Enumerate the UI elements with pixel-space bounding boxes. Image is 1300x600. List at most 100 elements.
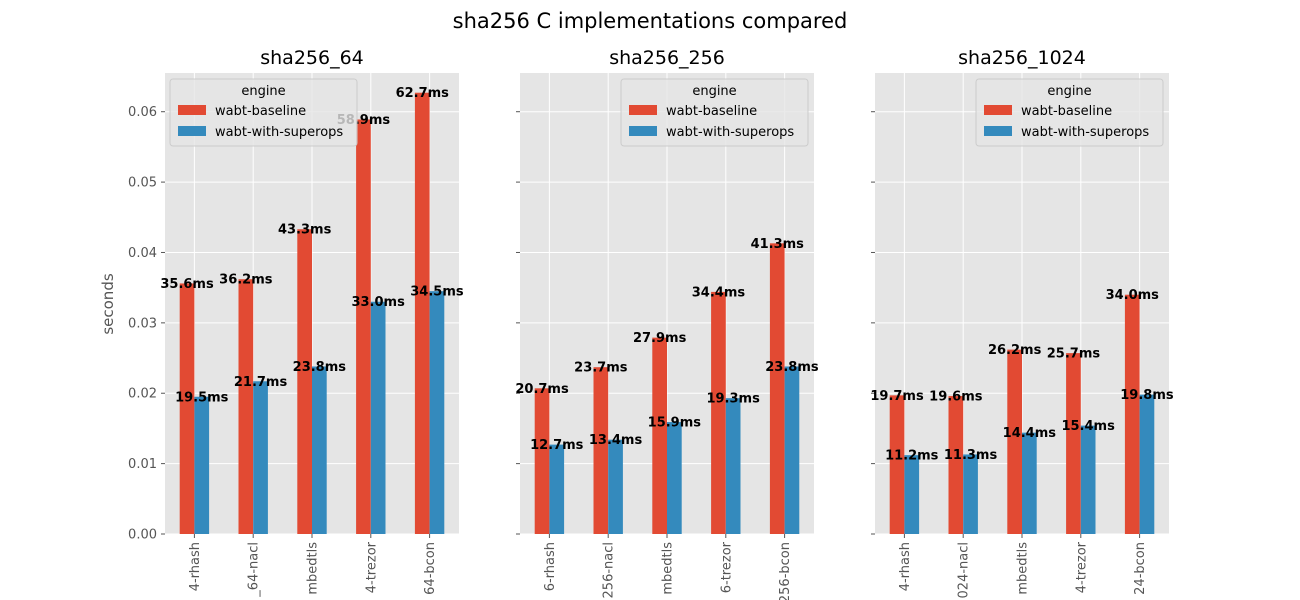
legend-box xyxy=(169,78,358,147)
chart-title: sha256 C implementations compared xyxy=(453,9,848,33)
x-tick-label: 4-rhash xyxy=(898,542,913,591)
bar-wabt-with-superops xyxy=(904,455,920,534)
legend-box xyxy=(975,78,1164,147)
data-label: 23.8ms xyxy=(293,360,347,375)
panel-sha256_1024: 4-rhash 024-nacl mbedtls 4-trezor 24-bcon 19.… xyxy=(870,47,1174,598)
legend-swatch xyxy=(629,105,657,115)
panel-title: sha256_64 xyxy=(260,47,364,69)
x-tick-label: 64-bcon xyxy=(423,542,438,595)
panel-title: sha256_256 xyxy=(609,47,725,69)
data-label: 27.9ms xyxy=(633,331,687,346)
x-tick-label: 024-nacl xyxy=(957,542,972,598)
data-label: 43.3ms xyxy=(278,223,332,238)
legend-entry: wabt-with-superops xyxy=(215,125,343,140)
legend: engine wabt-baseline wabt-with-superops xyxy=(975,78,1164,147)
y-tick-label: 0.04 xyxy=(128,246,157,261)
data-label: 35.6ms xyxy=(160,277,214,292)
bar-wabt-baseline xyxy=(948,396,964,534)
legend-entry: wabt-with-superops xyxy=(1021,125,1149,140)
y-tick-label: 0.00 xyxy=(128,528,157,543)
bar-wabt-baseline xyxy=(297,229,312,535)
data-label: 20.7ms xyxy=(515,382,569,397)
data-label: 15.4ms xyxy=(1061,419,1115,434)
data-label: 62.7ms xyxy=(396,86,450,101)
data-label: 19.3ms xyxy=(706,392,760,407)
bar-wabt-with-superops xyxy=(370,301,386,534)
data-label: 34.0ms xyxy=(1106,288,1160,303)
bar-wabt-with-superops xyxy=(1080,425,1096,534)
legend-swatch xyxy=(984,105,1012,115)
bar-wabt-with-superops xyxy=(725,398,741,534)
legend: engine wabt-baseline wabt-with-superops xyxy=(169,78,358,147)
bar-wabt-baseline xyxy=(1007,349,1022,534)
data-label: 23.8ms xyxy=(765,360,819,375)
x-tick-label: mbedtls xyxy=(306,542,321,595)
legend-swatch xyxy=(984,126,1012,136)
data-label: 25.7ms xyxy=(1047,347,1101,362)
bar-wabt-baseline xyxy=(356,119,371,535)
x-tick-label: 256-bcon xyxy=(778,542,793,600)
bar-wabt-with-superops xyxy=(963,454,978,534)
x-tick-label: mbedtls xyxy=(1016,542,1031,595)
bar-wabt-baseline xyxy=(652,337,667,534)
bar-wabt-baseline xyxy=(711,291,726,534)
bar-wabt-baseline xyxy=(534,388,550,534)
data-label: 21.7ms xyxy=(234,375,288,390)
y-tick-label: 0.01 xyxy=(128,457,157,472)
bar-wabt-with-superops xyxy=(194,396,210,534)
data-label: 19.7ms xyxy=(870,389,924,404)
data-label: 11.2ms xyxy=(885,449,939,464)
x-tick-label: _64-nacl xyxy=(247,542,262,598)
bar-wabt-baseline xyxy=(1066,353,1081,534)
y-tick-label: 0.05 xyxy=(128,176,157,191)
legend: engine wabt-baseline wabt-with-superops xyxy=(620,78,809,147)
y-tick-label: 0.03 xyxy=(128,316,157,331)
panel-sha256_64: 0.00 0.01 0.02 0.03 0.04 0.05 0.06 4-rhash _64-n… xyxy=(128,47,464,598)
legend-swatch xyxy=(178,105,206,115)
bar-wabt-baseline xyxy=(769,243,785,534)
bar-wabt-with-superops xyxy=(429,291,445,534)
legend-swatch xyxy=(629,126,657,136)
data-label: 36.2ms xyxy=(219,273,273,288)
legend-entry: wabt-baseline xyxy=(666,104,757,119)
x-tick-label: 6-rhash xyxy=(543,542,558,591)
data-label: 34.5ms xyxy=(410,285,464,300)
y-tick-label: 0.06 xyxy=(128,105,157,120)
data-label: 26.2ms xyxy=(988,343,1042,358)
x-tick-label: 6-trezor xyxy=(719,541,734,593)
data-label: 19.8ms xyxy=(1120,388,1174,403)
data-label: 19.6ms xyxy=(929,390,983,405)
data-label: 34.4ms xyxy=(692,285,746,300)
bar-wabt-baseline xyxy=(889,395,905,534)
bar-wabt-baseline xyxy=(179,283,195,534)
data-label: 23.7ms xyxy=(574,361,628,376)
bar-wabt-with-superops xyxy=(312,366,327,534)
data-label: 33.0ms xyxy=(351,295,405,310)
legend-entry: wabt-with-superops xyxy=(666,125,794,140)
panel-sha256_256: 6-rhash 256-nacl mbedtls 6-trezor 256-bcon 20… xyxy=(515,47,819,600)
bar-wabt-baseline xyxy=(593,367,609,534)
data-label: 12.7ms xyxy=(530,438,584,453)
legend-entry: wabt-baseline xyxy=(215,104,306,119)
data-label: 19.5ms xyxy=(175,390,229,405)
x-tick-label: 256-nacl xyxy=(602,542,617,598)
bar-wabt-with-superops xyxy=(1139,394,1155,534)
x-tick-label: mbedtls xyxy=(661,542,676,595)
bar-wabt-with-superops xyxy=(784,366,800,534)
panels-group: 0.00 0.01 0.02 0.03 0.04 0.05 0.06 4-rhash _64-n… xyxy=(128,47,1174,600)
x-tick-label: 4-rhash xyxy=(188,542,203,591)
data-label: 11.3ms xyxy=(944,448,998,463)
data-label: 14.4ms xyxy=(1003,426,1057,441)
bar-wabt-baseline xyxy=(238,279,254,534)
bar-wabt-with-superops xyxy=(608,439,623,534)
panel-title: sha256_1024 xyxy=(958,47,1086,69)
legend-box xyxy=(620,78,809,147)
y-axis-label: seconds xyxy=(99,273,117,334)
legend-title: engine xyxy=(241,84,285,99)
legend-title: engine xyxy=(692,84,736,99)
x-tick-label: 24-bcon xyxy=(1133,542,1148,595)
bar-wabt-with-superops xyxy=(1022,432,1037,534)
bar-wabt-with-superops xyxy=(253,381,268,534)
legend-title: engine xyxy=(1047,84,1091,99)
